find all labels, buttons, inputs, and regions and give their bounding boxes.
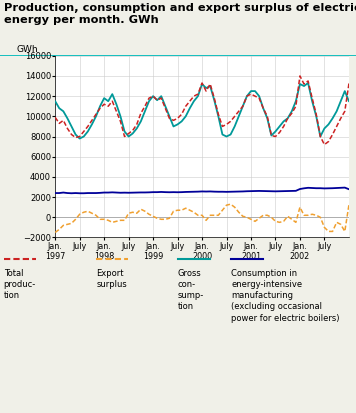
Text: Total
produc-
tion: Total produc- tion <box>4 269 36 300</box>
Text: GWh: GWh <box>17 45 38 54</box>
Text: Gross
con-
sump-
tion: Gross con- sump- tion <box>178 269 204 311</box>
Text: Production, consumption and export surplus of electric
energy per month. GWh: Production, consumption and export surpl… <box>4 3 356 25</box>
Text: Consumption in
energy-intensive
manufacturing
(excluding occasional
power for el: Consumption in energy-intensive manufact… <box>231 269 340 323</box>
Text: Export
surplus: Export surplus <box>96 269 127 289</box>
